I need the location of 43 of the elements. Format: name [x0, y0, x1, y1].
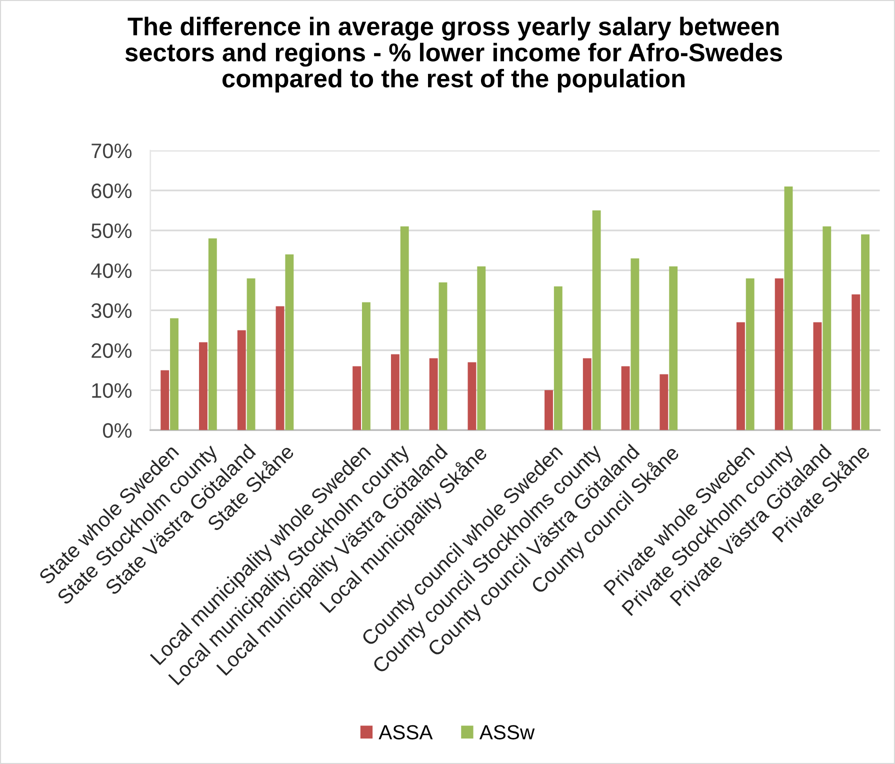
y-tick-label: 30% — [91, 303, 132, 318]
bar — [630, 258, 640, 430]
y-tick-label: 0% — [103, 423, 132, 438]
bar — [438, 282, 448, 430]
bar — [246, 278, 256, 430]
bar — [208, 238, 217, 430]
bar — [400, 226, 409, 430]
bar — [592, 210, 601, 430]
bar — [429, 358, 438, 430]
bar — [784, 186, 793, 430]
bar — [237, 330, 246, 430]
bar — [468, 362, 476, 430]
bar — [852, 294, 860, 430]
bar — [736, 322, 745, 430]
bar — [774, 278, 784, 430]
chart-title: The difference in average gross yearly salary between sectors and regions - % lower income for Afro-Swedes compared to the rest of the population — [125, 16, 782, 93]
bar — [285, 254, 294, 430]
y-tick-label: 40% — [91, 263, 132, 278]
bar — [554, 286, 562, 430]
bar — [861, 234, 870, 430]
bar — [199, 342, 208, 430]
y-tick-label: 50% — [91, 223, 132, 238]
bar — [746, 278, 754, 430]
legend-label: ASSA — [378, 725, 433, 740]
bar — [160, 370, 170, 430]
y-tick-label: 60% — [92, 183, 132, 198]
bar — [276, 306, 284, 430]
bar — [669, 266, 678, 430]
bar — [352, 366, 362, 430]
bar — [822, 226, 832, 430]
bar — [362, 302, 370, 430]
y-tick-label: 70% — [92, 144, 132, 158]
bar — [660, 374, 668, 430]
y-tick-label: 20% — [92, 343, 132, 358]
bar — [621, 366, 630, 430]
bar — [544, 390, 553, 430]
y-tick-label: 10% — [92, 383, 132, 398]
bar — [582, 358, 592, 430]
legend-label: ASSw — [479, 725, 535, 740]
bar — [170, 318, 178, 430]
bar — [390, 354, 400, 430]
bar — [477, 266, 486, 430]
bar — [813, 322, 822, 430]
